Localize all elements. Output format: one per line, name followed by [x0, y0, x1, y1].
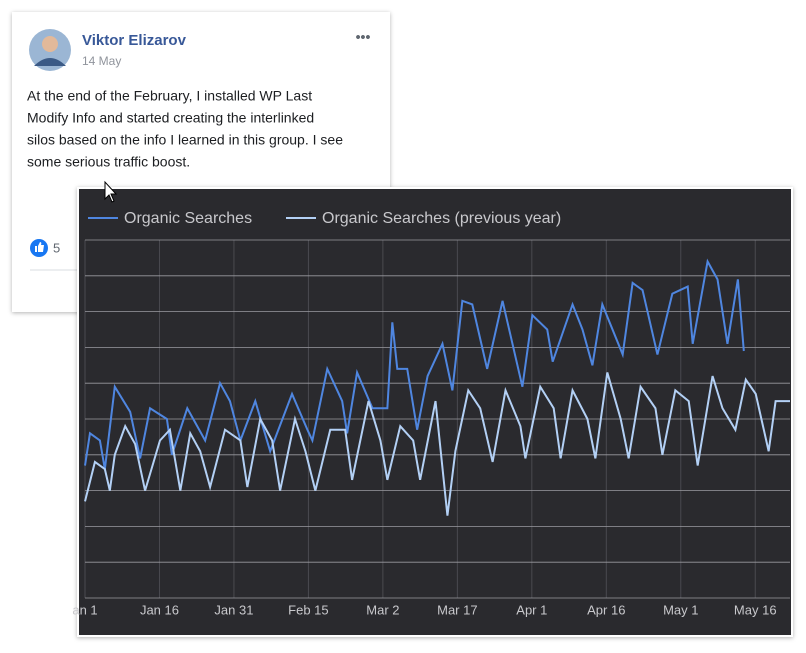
post-line: Modify Info and started creating the int… [27, 110, 314, 126]
post-date[interactable]: 14 May [82, 54, 121, 68]
more-menu[interactable]: ••• [356, 29, 371, 45]
author[interactable]: Viktor Elizarov [82, 32, 187, 49]
x-tick-label: Jan 31 [214, 602, 253, 617]
legend-label: Organic Searches [124, 210, 252, 227]
post-line: some serious traffic boost. [27, 154, 190, 170]
cursor [104, 180, 118, 203]
x-tick-label: Mar 2 [366, 602, 399, 617]
x-tick-label: May 1 [663, 602, 698, 617]
x-tick-label: Apr 16 [587, 602, 625, 617]
chart-panel [77, 187, 793, 637]
series-line [84, 372, 790, 516]
legend-label: Organic Searches (previous year) [322, 210, 561, 227]
like-count[interactable]: 5 [53, 240, 60, 255]
x-tick-label: an 1 [72, 602, 97, 617]
x-tick-label: Feb 15 [288, 602, 328, 617]
x-tick-label: May 16 [734, 602, 777, 617]
post-line: silos based on the info I learned in thi… [27, 132, 343, 148]
chart: an 1 Jan 16 Jan 31 Feb 15 Mar 2 Mar 17 Apr 1 Ap… [72, 210, 790, 617]
post-line: At the end of the February, I installed … [27, 88, 312, 104]
thumb [35, 242, 44, 252]
avatar-body [34, 58, 66, 66]
x-tick-label: Apr 1 [516, 602, 547, 617]
x-tick-label: Mar 17 [437, 602, 477, 617]
post-text: At the end of the February, I installed … [27, 88, 343, 170]
x-tick-label: Jan 16 [140, 602, 179, 617]
avatar-face [42, 36, 58, 52]
series-line [84, 258, 745, 470]
